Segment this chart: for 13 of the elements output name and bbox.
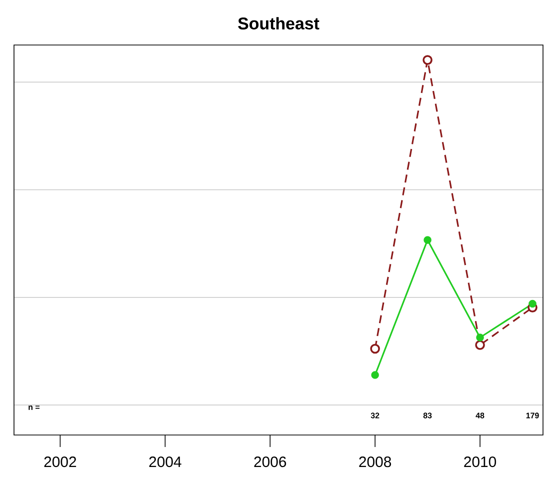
point <box>371 371 379 379</box>
point <box>422 55 432 65</box>
chart-title: Southeast <box>238 17 320 30</box>
point <box>528 300 536 308</box>
point <box>370 344 380 354</box>
point <box>475 340 485 350</box>
point <box>476 334 484 342</box>
x-tick-label: 2002 <box>44 456 76 468</box>
x-tick-label: 2004 <box>149 456 182 468</box>
x-tick-label: 2008 <box>359 456 392 468</box>
x-tick-label: 2006 <box>254 456 286 468</box>
x-tick-label: 2010 <box>464 456 496 468</box>
point <box>424 236 432 244</box>
